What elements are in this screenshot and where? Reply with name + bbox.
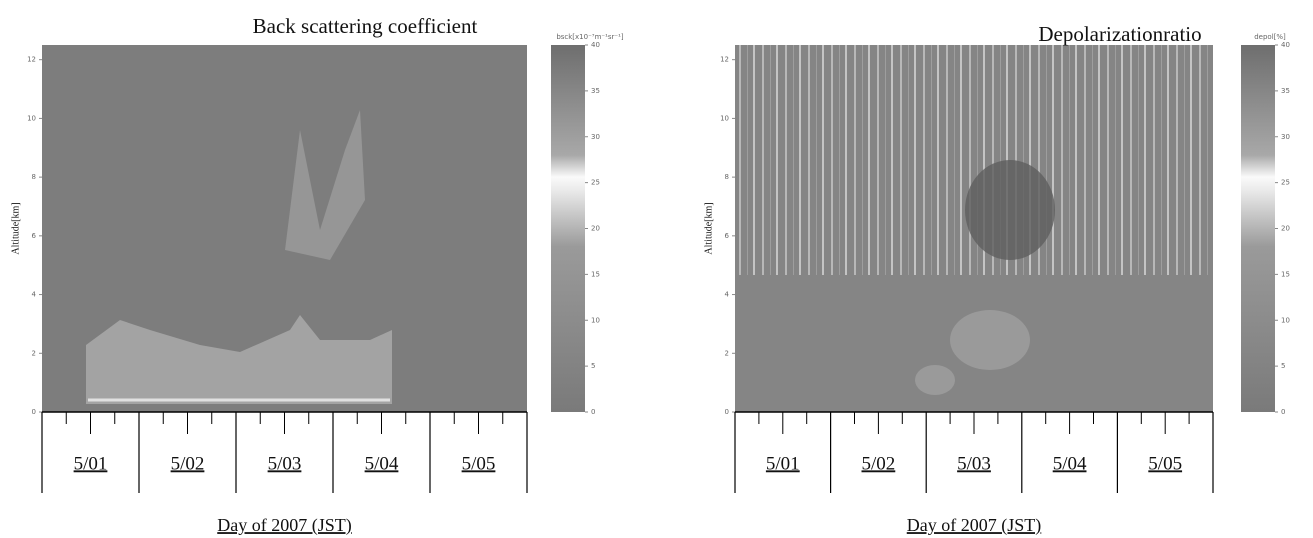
y-tick-label: 0 <box>725 408 729 416</box>
colorbar-tick-label: 30 <box>1281 133 1290 141</box>
x-axis-label: Day of 2007 (JST) <box>907 515 1041 536</box>
colorbar-tick-label: 0 <box>591 408 595 416</box>
y-tick-label: 8 <box>32 173 36 181</box>
heatmap-image <box>42 45 1213 412</box>
y-tick-label: 12 <box>27 56 36 64</box>
colorbar-tick-label: 5 <box>1281 362 1285 370</box>
y-tick-label: 2 <box>725 349 729 357</box>
y-tick-label: 4 <box>32 291 37 299</box>
x-axis-label: Day of 2007 (JST) <box>217 515 351 536</box>
y-tick-label: 10 <box>720 114 729 122</box>
y-tick-label: 6 <box>32 232 37 240</box>
y-tick-label: 8 <box>725 173 729 181</box>
x-tick-label: 5/02 <box>862 453 896 474</box>
y-axis-label: Altitude[km] <box>10 202 21 254</box>
y-tick-label: 2 <box>32 349 36 357</box>
y-tick-label: 10 <box>27 114 36 122</box>
y-tick-label: 0 <box>32 408 36 416</box>
x-tick-label: 5/03 <box>957 453 991 474</box>
colorbar-tick-label: 40 <box>1281 41 1290 49</box>
x-tick-label: 5/02 <box>171 453 205 474</box>
colorbar-tick-label: 40 <box>591 41 600 49</box>
x-tick-label: 5/05 <box>1148 453 1182 474</box>
colorbar-tick-label: 20 <box>591 225 600 233</box>
colorbar-tick-label: 35 <box>1281 87 1290 95</box>
colorbar-tick-label: 25 <box>591 179 600 187</box>
colorbar-tick-label: 15 <box>591 270 600 278</box>
colorbar-tick-label: 35 <box>591 87 600 95</box>
y-tick-label: 12 <box>720 56 729 64</box>
y-tick-label: 6 <box>725 232 730 240</box>
colorbar-label: depol[%] <box>1254 33 1286 41</box>
x-tick-label: 5/01 <box>74 453 108 474</box>
colorbar <box>551 45 585 412</box>
x-tick-label: 5/05 <box>462 453 496 474</box>
x-tick-label: 5/04 <box>1053 453 1087 474</box>
colorbar-tick-label: 10 <box>591 316 600 324</box>
chart-title: Back scattering coefficient <box>253 14 478 38</box>
colorbar-tick-label: 20 <box>1281 225 1290 233</box>
y-tick-label: 4 <box>725 291 730 299</box>
colorbar <box>1241 45 1275 412</box>
chart-title: Depolarizationratio <box>1038 22 1201 46</box>
y-axis-label: Altitude[km] <box>703 202 714 254</box>
x-tick-label: 5/01 <box>766 453 800 474</box>
colorbar-tick-label: 15 <box>1281 270 1290 278</box>
colorbar-tick-label: 25 <box>1281 179 1290 187</box>
colorbar-tick-label: 10 <box>1281 316 1290 324</box>
x-tick-label: 5/04 <box>365 453 399 474</box>
colorbar-label: bsck[x10⁻⁷m⁻¹sr⁻¹] <box>556 33 624 41</box>
colorbar-tick-label: 5 <box>591 362 595 370</box>
colorbar-tick-label: 30 <box>591 133 600 141</box>
colorbar-tick-label: 0 <box>1281 408 1285 416</box>
x-tick-label: 5/03 <box>268 453 302 474</box>
